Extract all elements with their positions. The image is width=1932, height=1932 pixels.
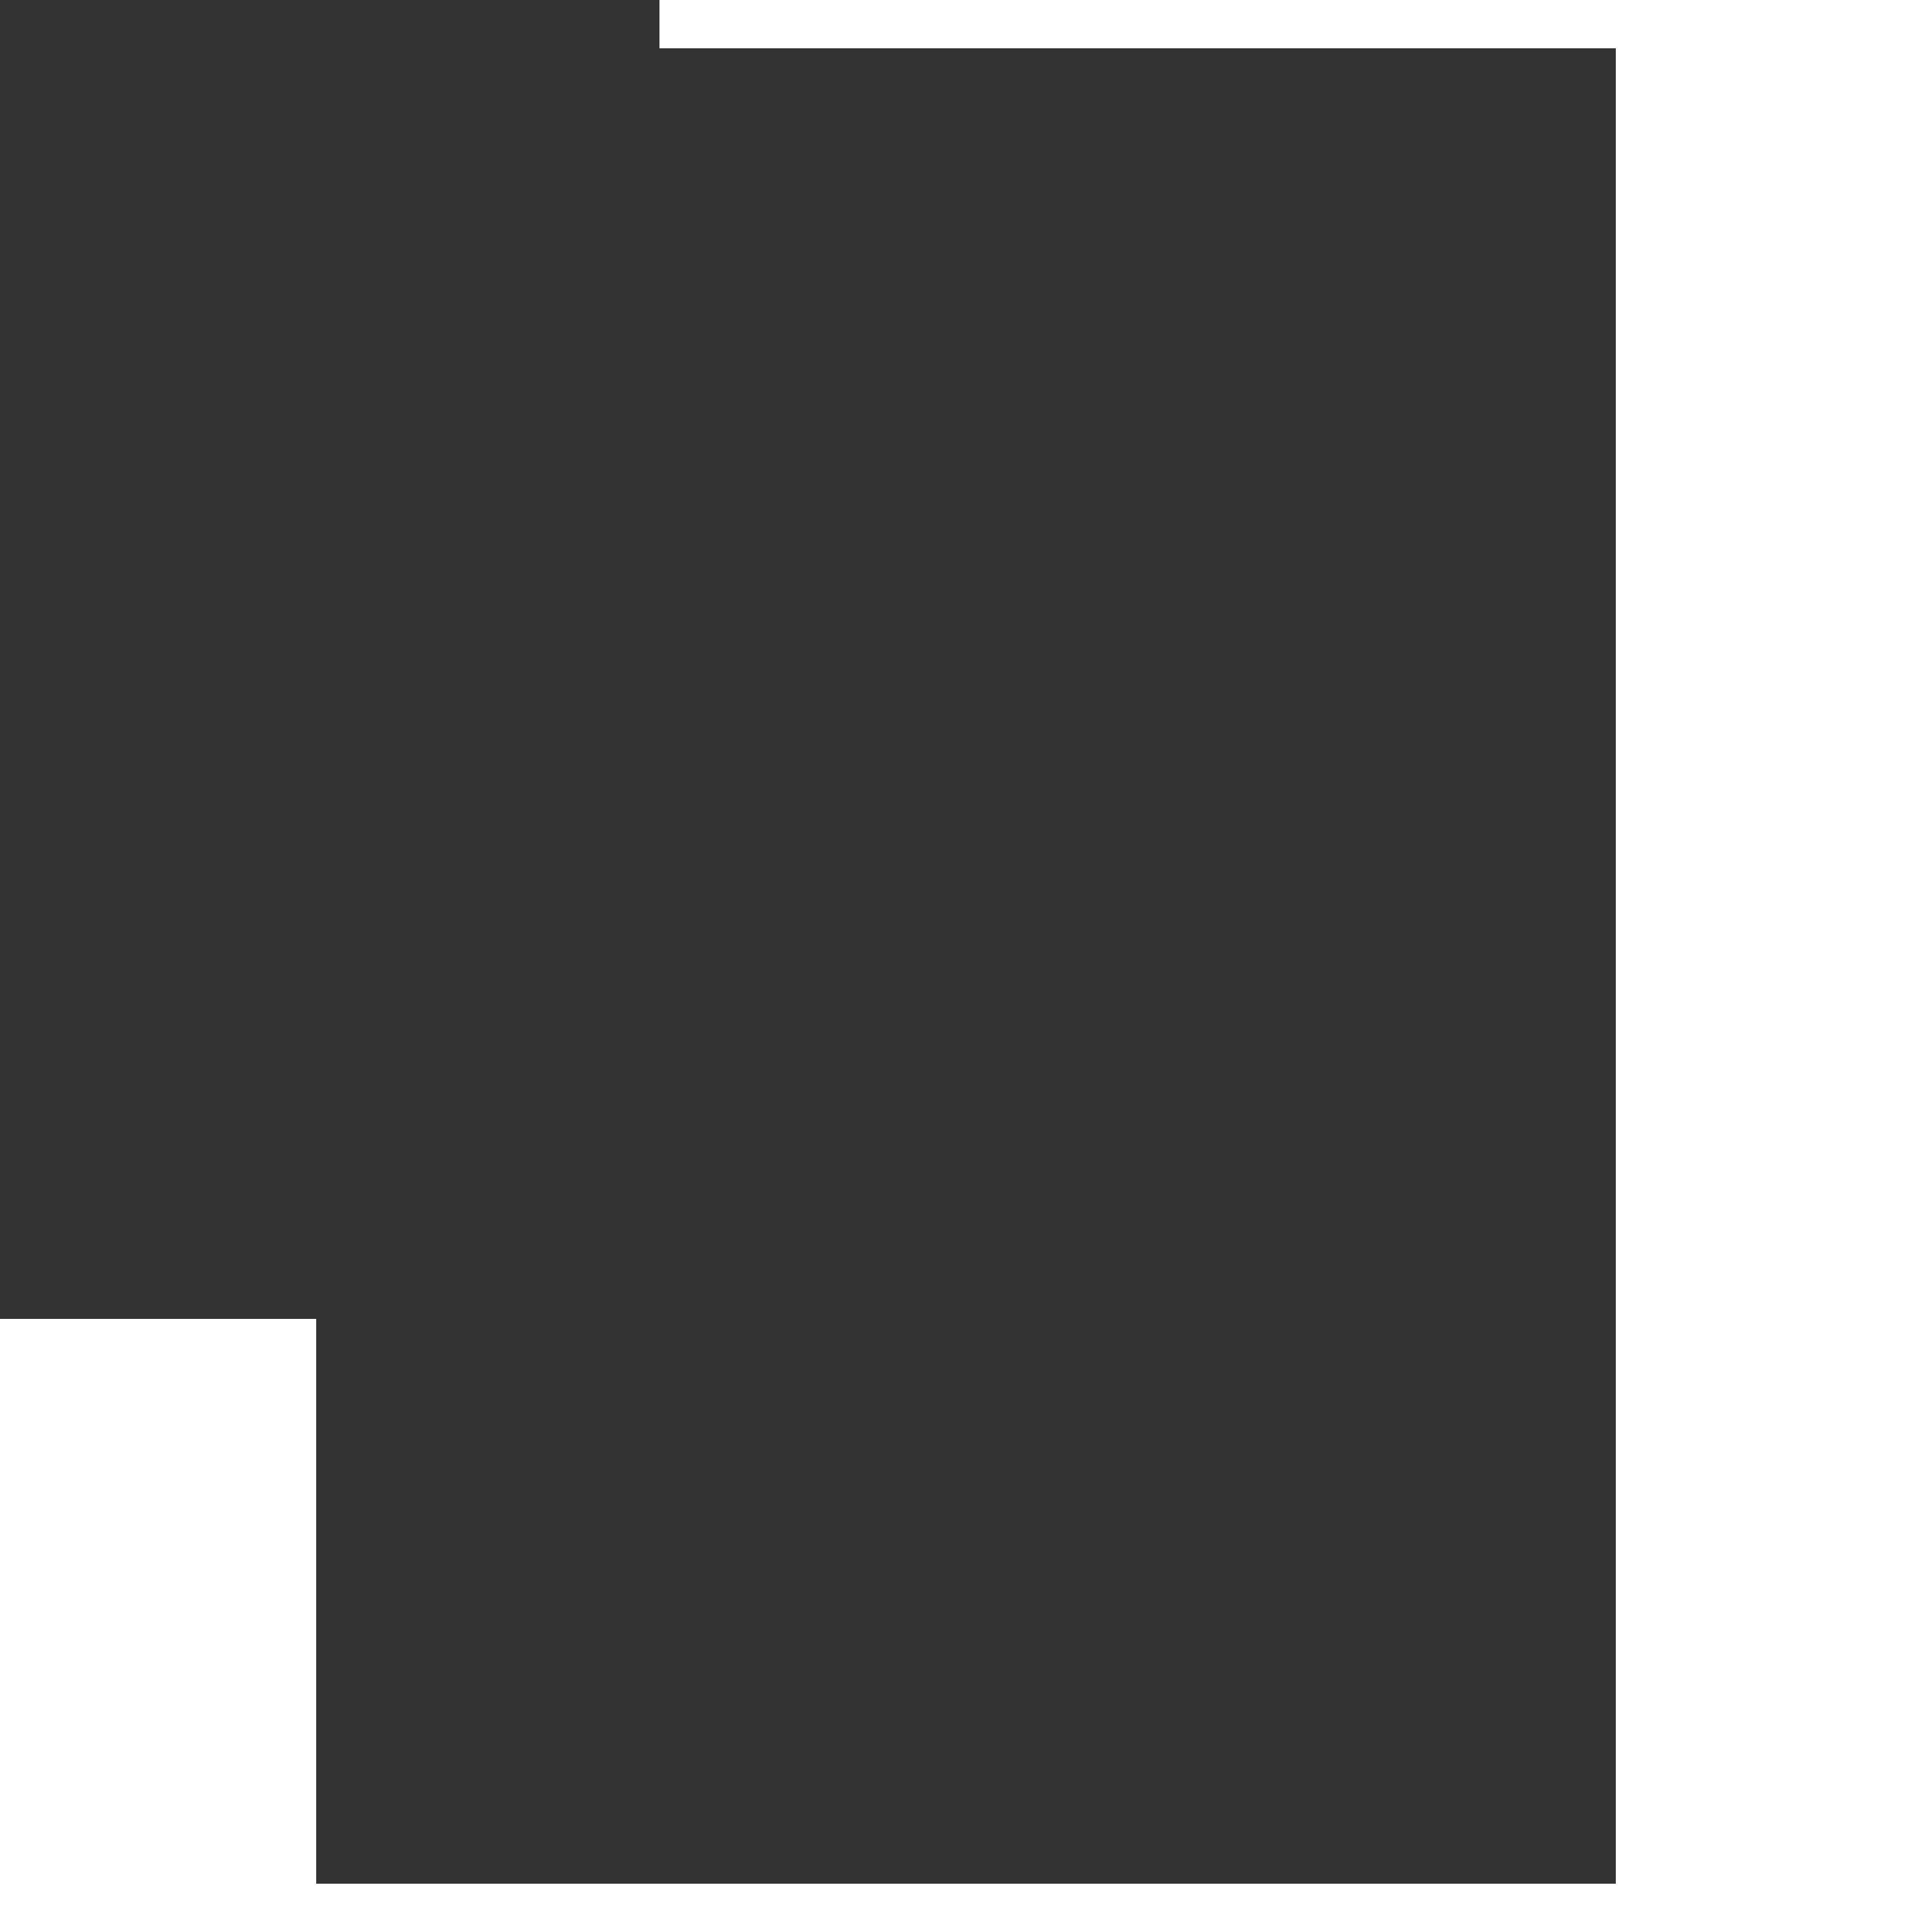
main-content-panel bbox=[316, 48, 1616, 1884]
left-sidebar-panel bbox=[0, 0, 316, 1319]
top-bar-panel bbox=[0, 0, 659, 48]
